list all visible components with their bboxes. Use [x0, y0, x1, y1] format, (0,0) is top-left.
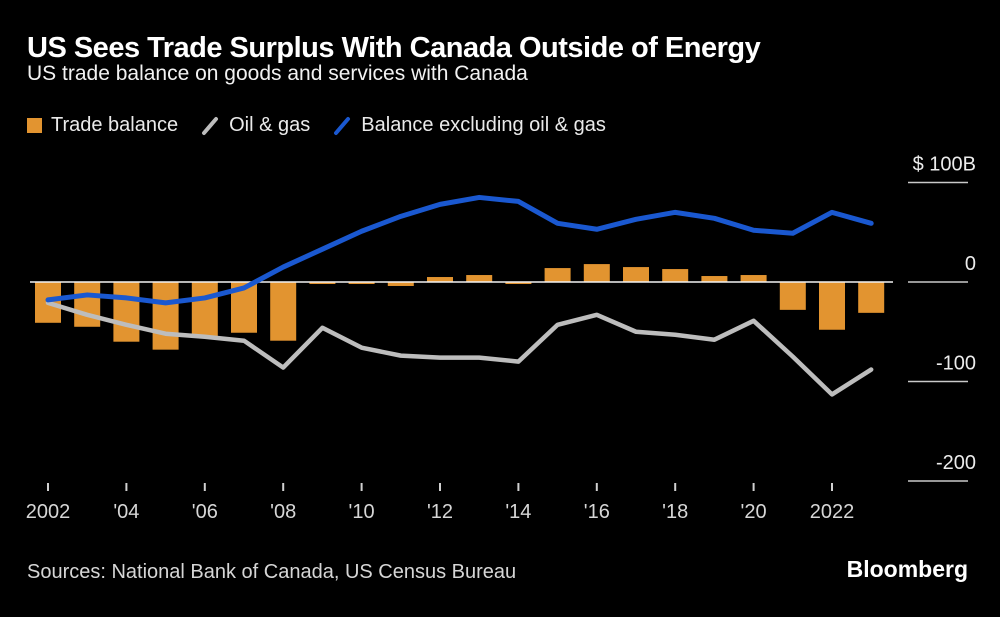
trade-balance-bar: [779, 282, 806, 310]
sources-text: Sources: National Bank of Canada, US Cen…: [27, 561, 517, 583]
chart-title: US Sees Trade Surplus With Canada Outsid…: [27, 32, 761, 64]
trade-balance-bar: [819, 282, 845, 330]
legend-label: Trade balance: [51, 114, 179, 136]
y-axis-label: $ 100B: [913, 154, 976, 176]
x-axis-label: '14: [505, 501, 531, 523]
x-axis-label: '12: [427, 501, 453, 523]
x-axis-label: '20: [741, 501, 767, 523]
oil-gas-line: [45, 300, 874, 397]
trade-balance-bar: [309, 282, 336, 284]
trade-balance-bar: [191, 282, 218, 338]
trade-balance-swatch-icon: [27, 118, 42, 133]
legend-item-oil-gas: Oil & gas: [200, 114, 310, 137]
trade-balance-bar: [701, 276, 728, 282]
legend-item-trade-balance: Trade balance: [27, 114, 178, 137]
bloomberg-logo: Bloomberg: [846, 556, 968, 582]
trade-balance-bar: [623, 267, 649, 282]
x-axis-label: 2022: [810, 501, 855, 523]
x-axis-label: '16: [584, 501, 610, 523]
trade-balance-bar: [152, 282, 179, 350]
balance-excluding-line: [45, 194, 874, 306]
legend-label: Oil & gas: [229, 114, 311, 136]
oil-gas-slash-icon: [202, 116, 219, 135]
y-axis-label: -200: [936, 452, 976, 474]
legend-label: Balance excluding oil & gas: [361, 114, 606, 136]
balance-excluding-slash-icon: [334, 116, 351, 135]
trade-balance-bar: [466, 275, 493, 282]
x-axis-label: '18: [662, 501, 688, 523]
y-axis-label: -100: [936, 353, 976, 375]
trade-balance-bar: [113, 282, 140, 342]
trade-balance-bar: [387, 282, 414, 286]
chart-subtitle: US trade balance on goods and services w…: [27, 62, 528, 85]
trade-balance-bar: [427, 277, 453, 282]
trade-balance-bar: [583, 264, 610, 282]
chart-legend: Trade balance Oil & gas Balance excludin…: [27, 114, 606, 137]
x-axis-label: '04: [113, 501, 139, 523]
trade-balance-bar: [74, 282, 101, 327]
trade-balance-bar: [270, 282, 297, 341]
x-axis-label: '06: [192, 501, 218, 523]
trade-balance-bar: [544, 268, 571, 282]
trade-balance-bar: [348, 282, 375, 284]
trade-balance-bar: [662, 269, 689, 282]
legend-item-balance-excluding: Balance excluding oil & gas: [332, 114, 606, 137]
y-axis-label: 0: [965, 253, 976, 275]
trade-balance-bar: [858, 282, 885, 313]
x-axis-label: '10: [349, 501, 375, 523]
x-axis-label: '08: [270, 501, 296, 523]
trade-balance-bar: [740, 275, 767, 282]
trade-balance-bar: [505, 282, 532, 284]
x-axis-label: 2002: [26, 501, 71, 523]
